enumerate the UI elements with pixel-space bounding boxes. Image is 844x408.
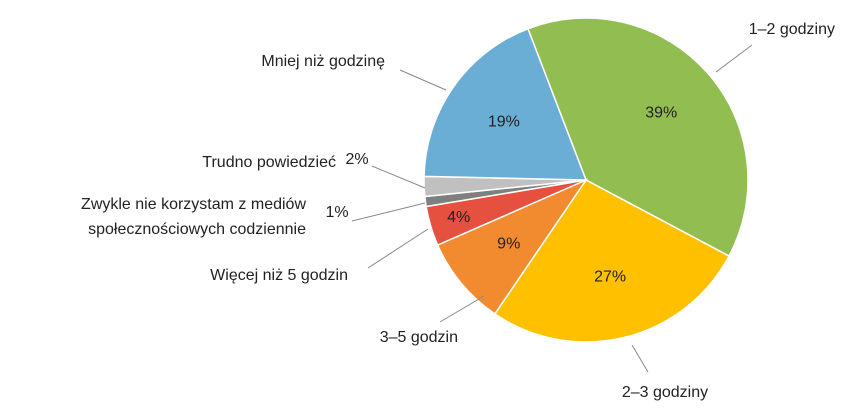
pie-slice [526,17,749,258]
leader-line [631,344,649,373]
category-label: Więcej niż 5 godzin [210,267,348,284]
pie-slice [436,178,589,315]
category-label: Mniej niż godzinę [261,53,385,70]
leader-line [715,44,753,73]
leader-line [439,295,485,323]
percent-label: 27% [594,269,626,286]
percent-label: 9% [497,235,520,252]
percent-label: 1% [325,204,348,221]
percent-label: 39% [645,105,677,122]
category-label: Zwykle nie korzystam z mediów społecznośc… [81,196,306,238]
pie-slice [493,179,731,343]
leader-line [399,69,447,91]
percent-label: 4% [447,209,470,226]
leader-line [367,228,429,269]
leader-line [371,165,426,189]
leader-line [351,202,426,222]
percent-label: 19% [488,113,520,130]
category-label: 3–5 godzin [380,329,458,346]
percent-label: 2% [345,151,368,168]
pie-slice [423,27,588,181]
category-label: 2–3 godziny [622,384,708,401]
category-label: 1–2 godziny [749,21,835,38]
category-label: Trudno powiedzieć [202,154,336,171]
